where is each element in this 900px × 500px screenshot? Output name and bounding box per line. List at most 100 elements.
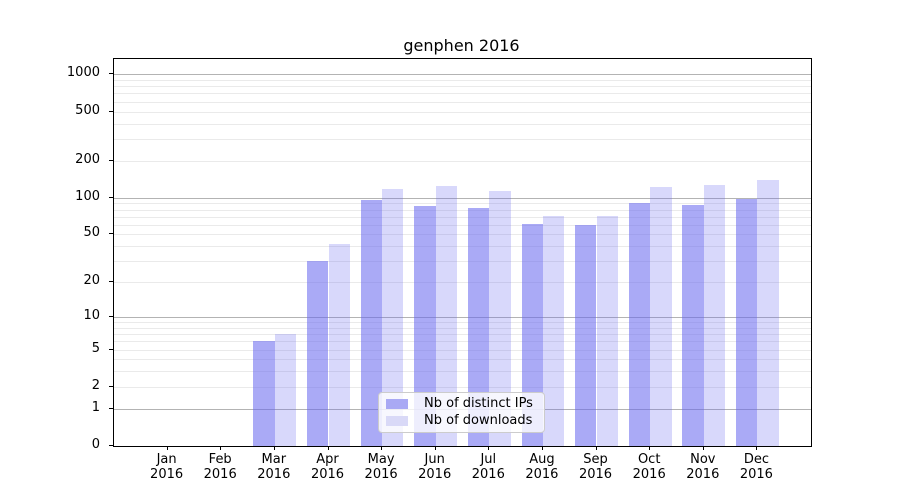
- x-tick-label-apr: Apr 2016: [296, 452, 360, 482]
- y-tick-10: [109, 316, 113, 317]
- minor-gridline-7: [114, 334, 811, 336]
- bar-downloads-mar: [274, 334, 297, 446]
- y-tick-500: [109, 110, 113, 112]
- minor-gridline-8: [114, 327, 811, 329]
- bar-ips-mar: [253, 341, 275, 446]
- legend: Nb of distinct IPs Nb of downloads: [378, 392, 545, 433]
- minor-gridline-80: [114, 209, 811, 211]
- x-tick-dec: [756, 446, 758, 450]
- bar-ips-jul: [467, 208, 490, 446]
- minor-gridline-700: [114, 93, 811, 95]
- bar-ips-sep: [575, 224, 597, 446]
- x-tick-label-jun: Jun 2016: [403, 452, 467, 482]
- major-gridline-100: [114, 197, 811, 199]
- x-tick-year-mar: 2016: [257, 467, 291, 482]
- major-gridline-10: [114, 317, 811, 318]
- y-tick-label-100: 100: [75, 188, 100, 204]
- x-tick-label-may: May 2016: [349, 452, 413, 482]
- minor-gridline-900: [114, 79, 811, 81]
- legend-entry-downloads: Nb of downloads: [386, 413, 536, 429]
- bar-ips-jun: [414, 206, 436, 446]
- bar-ips-may: [360, 200, 383, 446]
- major-gridline-1000: [114, 74, 811, 76]
- bar-ips-aug: [521, 223, 543, 446]
- x-tick-label-oct: Oct 2016: [617, 452, 681, 482]
- minor-gridline-40: [114, 246, 811, 248]
- plot-area: [113, 58, 812, 447]
- legend-label-downloads: Nb of downloads: [424, 413, 533, 428]
- minor-gridline-200: [114, 160, 811, 162]
- x-tick-year-oct: 2016: [632, 467, 666, 482]
- x-tick-label-feb: Feb 2016: [188, 452, 252, 482]
- y-tick-20: [109, 281, 113, 283]
- bar-downloads-nov: [703, 184, 726, 446]
- bar-downloads-oct: [650, 186, 672, 446]
- minor-gridline-400: [114, 123, 811, 125]
- minor-gridline-500: [114, 111, 811, 113]
- bar-ips-nov: [682, 204, 704, 446]
- minor-gridline-5: [114, 349, 811, 351]
- y-tick-label-1: 1: [91, 399, 100, 415]
- minor-gridline-30: [114, 261, 811, 263]
- minor-gridline-70: [114, 216, 811, 218]
- x-tick-year-apr: 2016: [310, 467, 345, 482]
- y-tick-1000: [109, 73, 113, 75]
- minor-gridline-300: [114, 138, 811, 140]
- x-tick-oct: [649, 446, 651, 450]
- x-tick-nov: [702, 446, 704, 450]
- y-tick-100: [109, 196, 113, 198]
- x-tick-label-nov: Nov 2016: [671, 452, 735, 482]
- y-tick-label-2: 2: [91, 377, 100, 393]
- bar-downloads-aug: [542, 215, 565, 446]
- minor-gridline-60: [114, 224, 811, 226]
- x-tick-label-sep: Sep 2016: [564, 452, 628, 482]
- x-tick-jun: [434, 446, 436, 450]
- minor-gridline-90: [114, 203, 811, 205]
- x-tick-year-jul: 2016: [471, 467, 505, 482]
- x-tick-aug: [541, 446, 543, 450]
- y-tick-label-20: 20: [83, 273, 100, 289]
- bar-ips-apr: [307, 261, 329, 446]
- legend-label-distinct-ips: Nb of distinct IPs: [424, 396, 533, 411]
- x-tick-year-feb: 2016: [203, 467, 237, 482]
- x-tick-label-jan: Jan 2016: [135, 452, 199, 482]
- x-tick-year-jun: 2016: [418, 467, 452, 482]
- minor-gridline-2: [114, 386, 811, 388]
- bar-ips-dec: [736, 199, 758, 446]
- x-tick-year-nov: 2016: [686, 467, 720, 482]
- minor-gridline-600: [114, 101, 811, 103]
- x-tick-year-jan: 2016: [150, 467, 184, 482]
- minor-gridline-50: [114, 234, 811, 236]
- bar-ips-oct: [628, 202, 651, 446]
- x-tick-label-dec: Dec 2016: [724, 452, 788, 482]
- x-tick-year-sep: 2016: [578, 467, 613, 482]
- y-tick-label-5: 5: [91, 340, 100, 356]
- y-tick-label-10: 10: [83, 308, 100, 323]
- x-tick-sep: [595, 446, 597, 450]
- x-tick-may: [381, 446, 383, 450]
- minor-gridline-3: [114, 371, 811, 373]
- y-tick-label-50: 50: [83, 225, 100, 241]
- bar-downloads-jul: [489, 191, 511, 446]
- x-tick-label-aug: Aug 2016: [510, 452, 574, 482]
- y-tick-200: [109, 159, 113, 161]
- x-tick-year-may: 2016: [364, 467, 398, 482]
- bar-downloads-sep: [596, 215, 618, 446]
- minor-gridline-20: [114, 282, 811, 284]
- bar-downloads-apr: [328, 243, 350, 446]
- y-tick-label-0: 0: [91, 437, 100, 452]
- x-tick-feb: [220, 446, 222, 450]
- x-tick-jul: [488, 446, 490, 450]
- y-tick-5: [109, 348, 113, 350]
- x-tick-label-jul: Jul 2016: [456, 452, 520, 482]
- y-tick-label-1000: 1000: [66, 65, 100, 81]
- x-tick-year-dec: 2016: [739, 467, 773, 482]
- bar-downloads-jun: [435, 186, 458, 446]
- minor-gridline-4: [114, 359, 811, 361]
- y-tick-50: [109, 233, 113, 235]
- legend-swatch-distinct-ips: [386, 399, 408, 409]
- bar-downloads-may: [382, 189, 404, 446]
- legend-swatch-downloads: [386, 416, 408, 426]
- x-tick-year-aug: 2016: [525, 467, 559, 482]
- y-tick-label-200: 200: [75, 151, 100, 167]
